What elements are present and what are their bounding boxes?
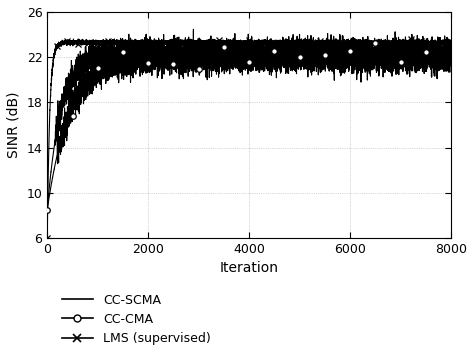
X-axis label: Iteration: Iteration	[219, 261, 279, 275]
Legend: CC-SCMA, CC-CMA, LMS (supervised): CC-SCMA, CC-CMA, LMS (supervised)	[62, 294, 210, 345]
Y-axis label: SINR (dB): SINR (dB)	[7, 92, 21, 158]
